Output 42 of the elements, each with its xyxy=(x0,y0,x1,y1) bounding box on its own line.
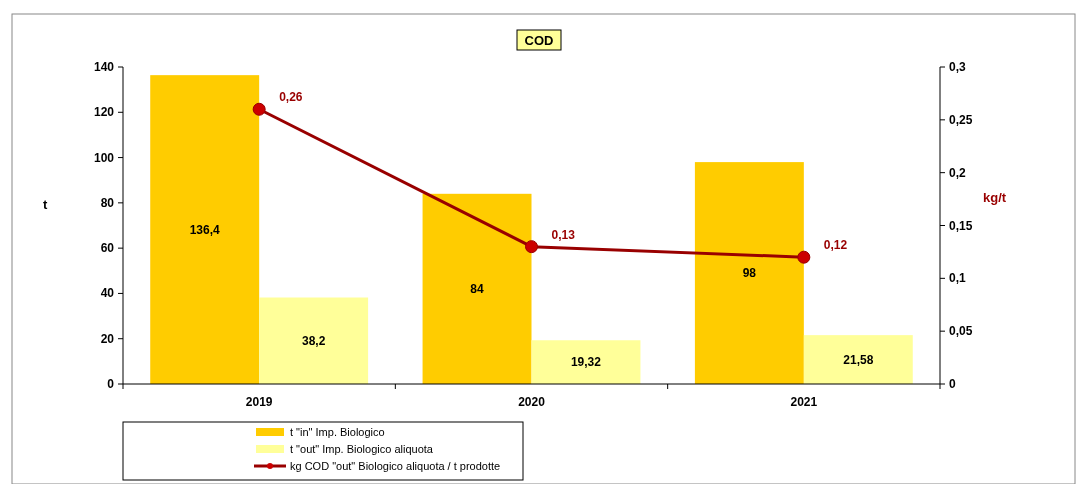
y-axis-title: t xyxy=(43,197,48,212)
legend-label: kg COD "out" Biologico aliquota / t prodotte xyxy=(290,460,501,472)
y2-axis-title: kg/t xyxy=(983,190,1007,205)
bar xyxy=(259,297,369,384)
y2-tick-label: 0,05 xyxy=(949,324,973,339)
y2-tick-label: 0,1 xyxy=(949,271,967,286)
point xyxy=(525,240,538,254)
x-tick-label: 2020 xyxy=(518,395,546,409)
data-label: 84 xyxy=(470,281,485,296)
point xyxy=(797,250,811,264)
x-tick-label: 2021 xyxy=(790,395,818,409)
y-tick-label: 100 xyxy=(93,150,115,165)
y-tick-label: 20 xyxy=(100,331,115,346)
bar xyxy=(803,335,913,384)
y2-tick-label: 0,25 xyxy=(949,112,973,127)
data-label: 98 xyxy=(742,266,757,281)
y2-tick-label: 0,2 xyxy=(949,165,967,180)
y-tick-label: 140 xyxy=(93,60,115,74)
data-label: 21,58 xyxy=(843,352,874,367)
data-label: 19,32 xyxy=(570,355,602,370)
y-tick-label: 120 xyxy=(93,105,115,120)
y2-tick-label: 0,15 xyxy=(949,218,973,233)
bar xyxy=(150,75,260,384)
data-label: 0,12 xyxy=(823,238,848,253)
y-tick-label: 60 xyxy=(100,241,115,256)
y-tick-label: 40 xyxy=(100,286,115,301)
y-tick-label: 80 xyxy=(100,195,115,210)
data-label: 0,13 xyxy=(551,227,576,242)
chart-title: COD xyxy=(524,33,554,48)
y-tick-label: 0 xyxy=(107,377,115,391)
legend-label: t "in" Imp. Biologico xyxy=(290,426,385,438)
legend-label: t "out" Imp. Biologico aliquota xyxy=(290,443,434,455)
data-label: 0,26 xyxy=(279,90,303,105)
bar xyxy=(694,162,804,384)
y2-tick-label: 0,3 xyxy=(949,60,967,74)
data-label: 38,2 xyxy=(301,333,326,348)
data-label: 136,4 xyxy=(189,222,221,237)
x-tick-label: 2019 xyxy=(245,395,273,409)
bar xyxy=(422,193,532,384)
point xyxy=(252,102,266,116)
bar xyxy=(531,340,641,384)
y2-tick-label: 0 xyxy=(949,377,956,391)
